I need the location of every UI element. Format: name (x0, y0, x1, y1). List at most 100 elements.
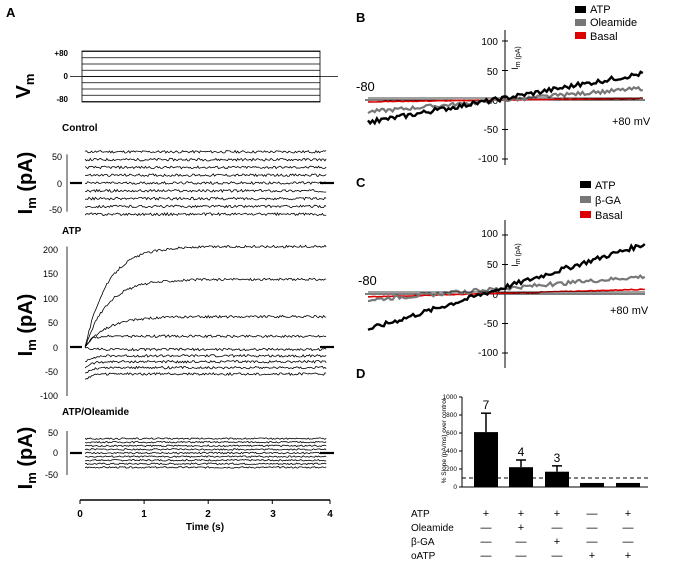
c-y-title: Im (pA) (510, 243, 522, 267)
c-right-label: +80 mV (610, 305, 649, 317)
d-condition-mark: — (552, 522, 563, 534)
panel-label-d: D (356, 366, 365, 381)
d-condition-mark: + (625, 550, 631, 562)
d-condition-mark: + (483, 508, 489, 520)
d-n-label: 7 (483, 398, 490, 412)
d-bar (616, 482, 640, 487)
current-trace (85, 173, 327, 178)
b-ytick-50: 50 (487, 67, 499, 78)
current-trace (84, 444, 327, 448)
d-bar (474, 432, 498, 487)
time-tick-1: 1 (141, 509, 147, 520)
b-y-title: Im (pA) (510, 46, 522, 70)
current-trace (85, 462, 327, 466)
b-legend-atp: ATP (590, 4, 611, 16)
d-bar (509, 467, 533, 487)
b-ytick-neg50: -50 (484, 125, 499, 136)
iv-series-trace (367, 85, 643, 115)
time-tick-0: 0 (77, 509, 83, 520)
atp-title: ATP (62, 226, 82, 237)
b-right-label: +80 mV (612, 116, 651, 128)
b-legend-basal: Basal (590, 31, 618, 43)
im-axis-label-oleamide: Im (pA) (15, 427, 39, 490)
c-legend-swatch-bga (580, 196, 591, 203)
d-n-label: 4 (518, 445, 525, 459)
current-trace (84, 277, 327, 348)
time-tick-4: 4 (327, 509, 333, 520)
d-y-tick-label: 800 (446, 412, 457, 419)
current-trace (84, 371, 327, 380)
time-tick-3: 3 (270, 509, 276, 520)
b-ytick-neg100: -100 (478, 154, 498, 165)
atp-tick-150: 150 (43, 269, 58, 279)
current-trace (84, 334, 327, 347)
b-legend-swatch-basal (575, 32, 586, 39)
current-trace (84, 196, 327, 201)
panel-a: Vm +80 0 -80 Control 50 0 -50 ATP 200 15… (13, 49, 338, 533)
current-trace (84, 448, 327, 451)
current-trace (84, 440, 327, 444)
d-bars-group: 7 4 3 (474, 398, 640, 487)
d-condition-mark: — (552, 550, 563, 562)
d-bar (580, 482, 604, 487)
c-y-ticks (502, 234, 508, 354)
atp-tick-neg50: -50 (45, 367, 58, 377)
current-trace (85, 347, 327, 352)
time-axis-ticks (79, 500, 331, 504)
atp-tick-50: 50 (48, 318, 58, 328)
iv-series-trace (367, 243, 646, 331)
iv-series-trace (368, 288, 645, 298)
current-trace (84, 365, 327, 374)
d-condition-mark: + (625, 508, 631, 520)
current-trace (85, 353, 327, 363)
current-trace (84, 212, 327, 217)
atp-tick-0: 0 (53, 343, 58, 353)
d-condition-marks: + + + — + — + — — — — — + — — — — — + + (481, 508, 634, 562)
c-legend-swatch-basal (580, 211, 591, 218)
current-trace (84, 157, 327, 162)
d-condition-mark: + (554, 536, 560, 548)
d-condition-mark: — (516, 550, 527, 562)
d-condition-mark: + (554, 508, 560, 520)
panel-label-b: B (356, 10, 365, 25)
c-ytick-neg100: -100 (478, 348, 498, 359)
panel-label-a: A (6, 5, 16, 20)
ole-tick-neg50: -50 (45, 470, 58, 480)
d-condition-mark: — (481, 550, 492, 562)
d-y-tick-label: 600 (446, 430, 457, 437)
panel-label-c: C (356, 175, 366, 190)
d-condition-mark: — (623, 536, 634, 548)
c-series-group (367, 243, 646, 331)
atp-tick-200: 200 (43, 245, 58, 255)
d-row-label-atp: ATP (411, 509, 430, 520)
c-left-label: -80 (358, 273, 377, 288)
b-left-label: -80 (356, 79, 375, 94)
d-condition-mark: — (516, 536, 527, 548)
b-ytick-100: 100 (481, 37, 498, 48)
current-trace (84, 437, 327, 440)
c-legend-basal: Basal (595, 210, 623, 222)
panel-c-iv-chart: 100 50 0 -50 -100 Im (pA) -80 +80 mV ATP… (358, 180, 649, 368)
current-trace (84, 451, 327, 455)
d-n-label: 3 (554, 451, 561, 465)
d-condition-mark: — (481, 536, 492, 548)
c-legend-swatch-atp (580, 181, 591, 188)
oleamide-traces (66, 431, 334, 475)
ole-tick-0: 0 (53, 448, 58, 458)
atp-traces (66, 244, 334, 396)
current-trace (84, 359, 327, 369)
vm-axis-label: Vm (13, 74, 37, 99)
control-traces (66, 149, 334, 217)
control-tick-0: 0 (57, 179, 62, 189)
current-trace (85, 188, 327, 193)
iv-series-trace (367, 70, 644, 126)
d-y-tick-label: 400 (446, 448, 457, 455)
d-condition-mark: + (518, 508, 524, 520)
c-ytick-neg50: -50 (484, 319, 499, 330)
current-trace (85, 181, 327, 185)
d-row-label-oatp: oATP (411, 551, 436, 562)
panel-d-bar-chart: 1000 800 600 400 200 0 % Slope (pA/ms) over c… (411, 394, 648, 562)
c-ytick-50: 50 (487, 260, 499, 271)
d-bar (545, 471, 569, 487)
